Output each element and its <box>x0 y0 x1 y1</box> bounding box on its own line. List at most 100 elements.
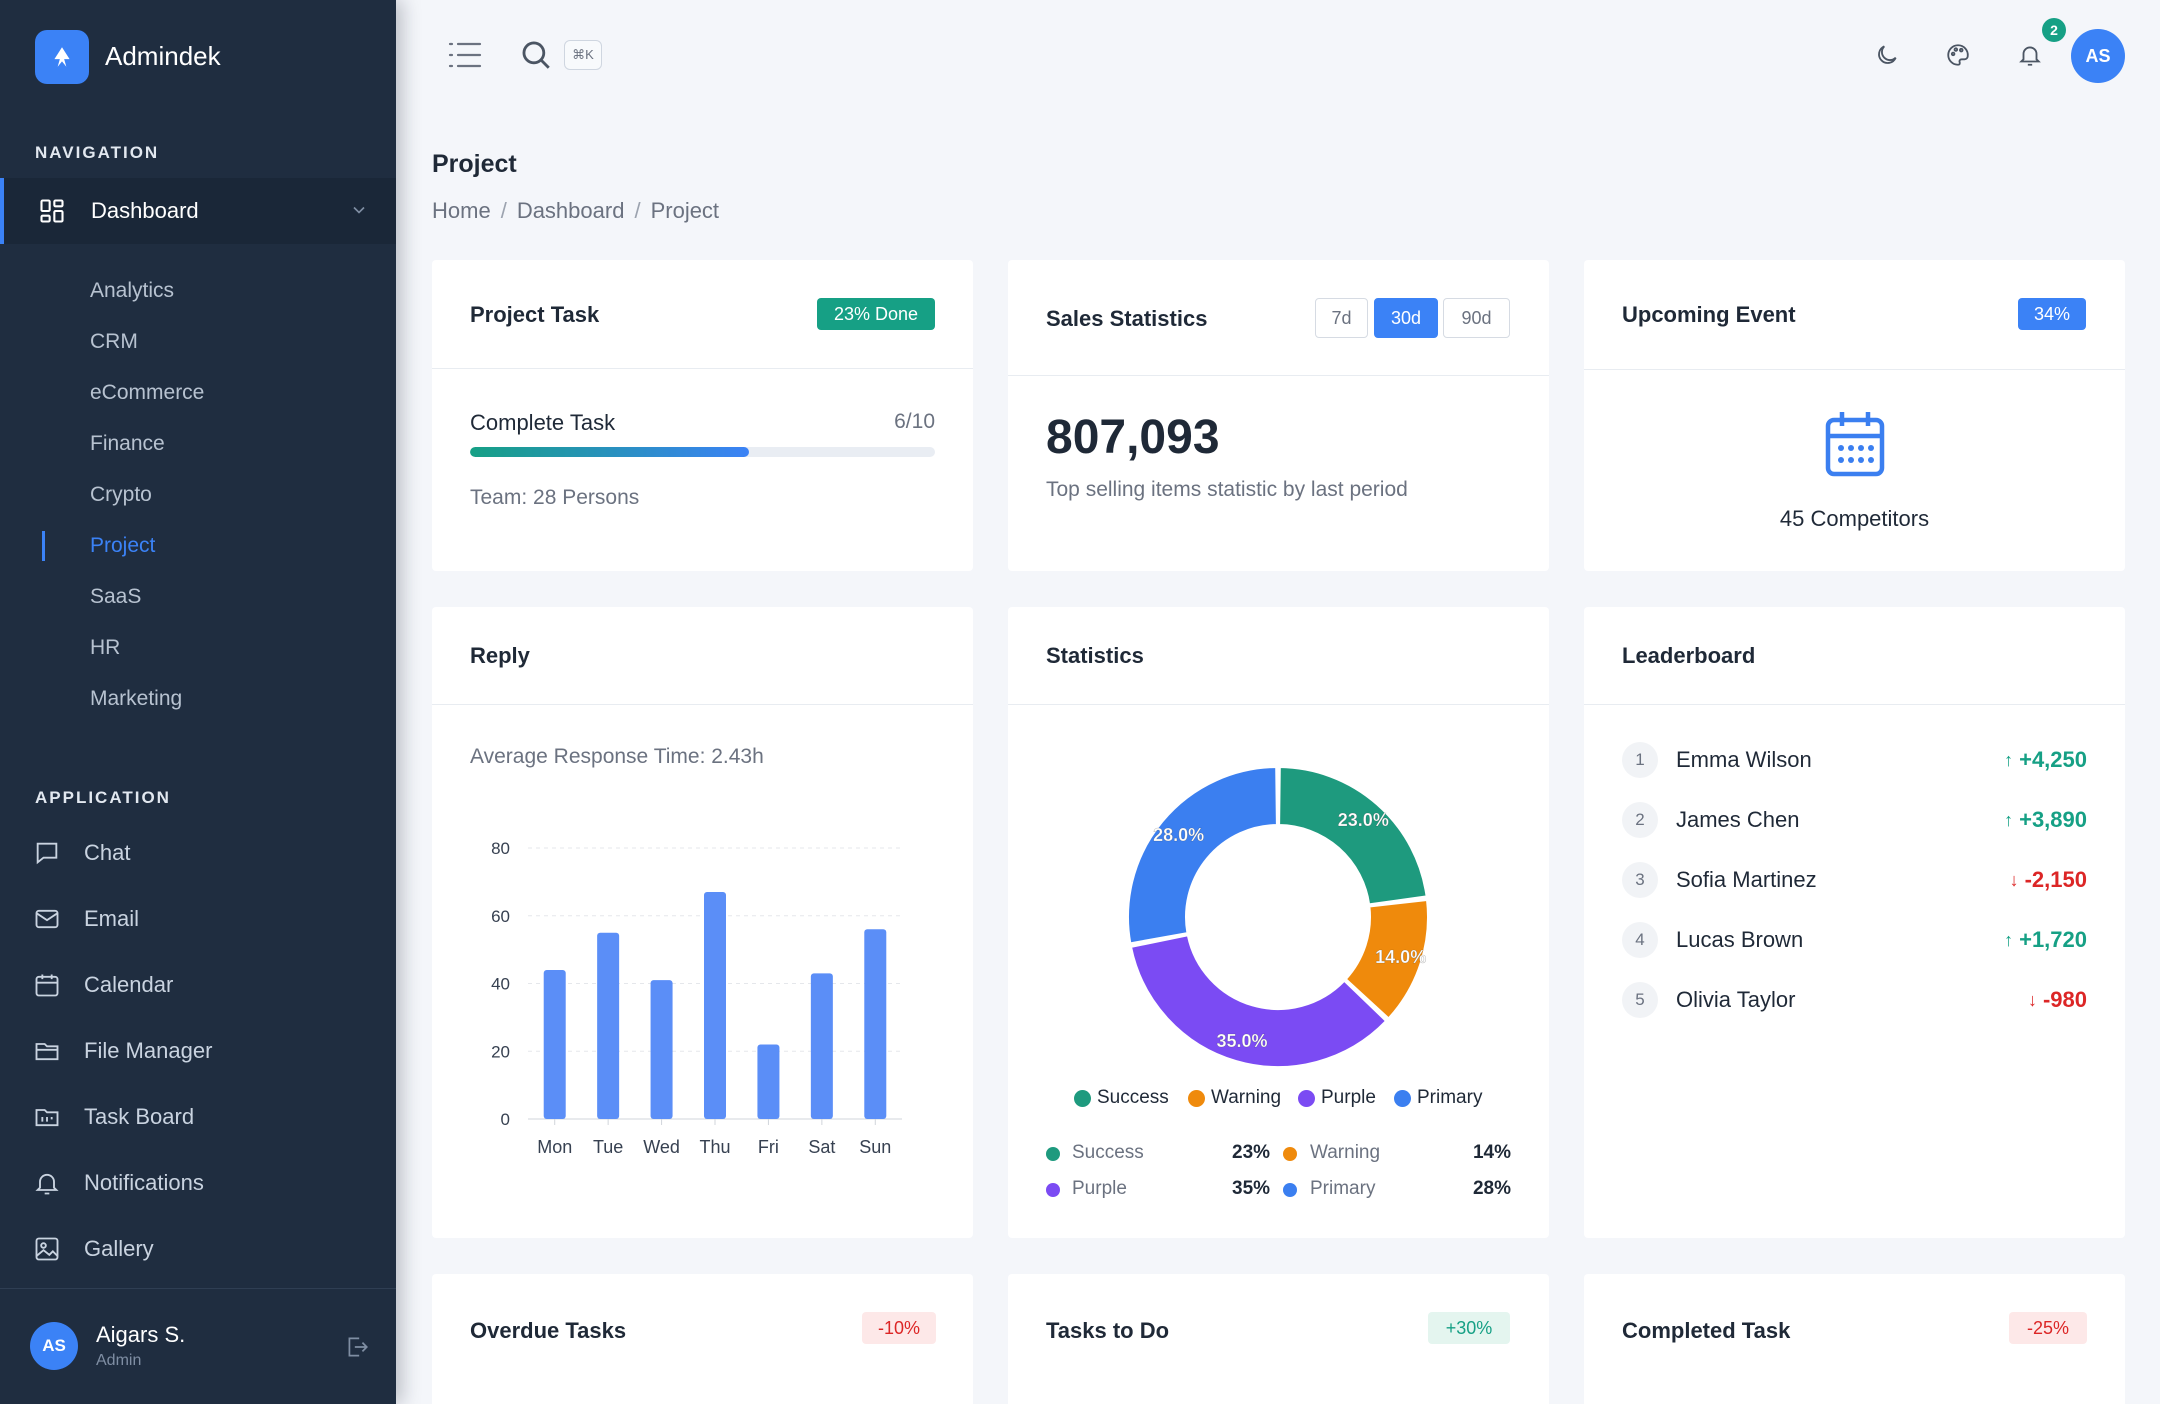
sidebar-subitem-ecommerce[interactable]: eCommerce <box>90 381 205 404</box>
leaderboard-row[interactable]: 1 Emma Wilson ↑ +4,250 <box>1622 740 2087 780</box>
sidebar-subitem-analytics[interactable]: Analytics <box>90 279 175 302</box>
calendar-event-icon <box>1825 412 1885 477</box>
arrow-up-icon: ↑ <box>2004 809 2014 830</box>
sidebar-subitem-project[interactable]: Project <box>90 534 156 557</box>
sidebar-subitem-crm[interactable]: CRM <box>90 330 138 353</box>
sidebar-subitem-saas[interactable]: SaaS <box>90 585 142 608</box>
slice-label: 23.0% <box>1338 810 1389 830</box>
slice-label: 14.0% <box>1375 947 1426 967</box>
bar-tue <box>597 932 620 1119</box>
calendar-icon <box>35 974 59 997</box>
sidebar-item-label: Calendar <box>84 972 174 997</box>
card-title: Overdue Tasks <box>470 1318 627 1343</box>
folder-icon <box>35 1043 59 1061</box>
summary-dot-success <box>1046 1147 1060 1161</box>
upcoming-event-card: Upcoming Event 34% 45 Competitors <box>1584 260 2125 571</box>
statistics-card: Statistics 23.0% 14.0% 35.0% 28.0% Success … <box>1008 607 1549 1238</box>
reply-card: Reply Average Response Time: 2.43h 0 20 40… <box>432 607 973 1238</box>
arrow-down-icon: ↓ <box>2009 869 2019 890</box>
summary-dot-warning <box>1283 1147 1297 1161</box>
sidebar-item-label: File Manager <box>84 1038 213 1063</box>
sales-value: 807,093 <box>1046 411 1220 464</box>
nav-section-label: NAVIGATION <box>35 143 160 162</box>
breadcrumb-home[interactable]: Home <box>432 198 491 223</box>
logout-icon[interactable] <box>344 1334 370 1360</box>
y-tick-label: 0 <box>501 1110 510 1129</box>
menu-icon[interactable] <box>448 40 482 70</box>
legend-dot-success <box>1074 1089 1091 1107</box>
legend-primary[interactable]: Primary <box>1394 1087 1482 1109</box>
sidebar-item-label: Email <box>84 906 140 931</box>
legend-warning[interactable]: Warning <box>1188 1087 1281 1109</box>
breadcrumb-separator: / <box>634 198 641 223</box>
x-tick-label: Fri <box>758 1137 779 1157</box>
range-90d-button[interactable]: 90d <box>1443 298 1510 338</box>
user-profile[interactable]: AS Aigars S. Admin <box>30 1322 185 1370</box>
leader-name: Olivia Taylor <box>1676 987 1796 1012</box>
summary-label-primary: Primary <box>1310 1178 1376 1199</box>
sidebar-item-dashboard[interactable]: Dashboard <box>0 178 396 244</box>
notification-count-badge: 2 <box>2042 18 2066 42</box>
palette-icon[interactable] <box>1945 42 1971 68</box>
slice-purple <box>1129 934 1388 1068</box>
sidebar-item-label: Notifications <box>84 1170 204 1195</box>
x-tick-label: Sat <box>808 1137 835 1157</box>
y-tick-label: 60 <box>491 907 510 926</box>
card-header <box>1584 260 2125 370</box>
x-tick-label: Sun <box>859 1137 891 1157</box>
breadcrumb-dashboard[interactable]: Dashboard <box>516 198 625 223</box>
todo-change-badge: +30% <box>1428 1312 1510 1344</box>
leaderboard-row[interactable]: 4 Lucas Brown ↑ +1,720 <box>1622 920 2087 960</box>
page-title: Project <box>432 150 517 178</box>
score-value: +4,250 <box>2019 747 2087 772</box>
leaderboard-row[interactable]: 2 James Chen ↑ +3,890 <box>1622 800 2087 840</box>
event-percent-badge: 34% <box>2018 298 2086 330</box>
user-avatar-button[interactable]: AS <box>2071 29 2125 83</box>
sidebar-item-gallery[interactable]: Gallery <box>33 1231 154 1267</box>
sidebar: Admindek NAVIGATION Dashboard Analytics … <box>0 0 396 1404</box>
chevron-down-icon <box>353 206 365 214</box>
search-icon[interactable] <box>519 38 553 72</box>
card-header <box>1008 607 1549 705</box>
sidebar-item-notifications[interactable]: Notifications <box>33 1165 204 1201</box>
brand-name: Admindek <box>105 41 221 71</box>
user-name: Aigars S. <box>96 1322 186 1347</box>
sidebar-subitem-crypto[interactable]: Crypto <box>90 483 152 506</box>
sidebar-subitem-finance[interactable]: Finance <box>90 432 165 455</box>
sidebar-item-email[interactable]: Email <box>33 901 139 937</box>
avatar: AS <box>30 1322 78 1370</box>
legend-success[interactable]: Success <box>1074 1087 1169 1109</box>
task-count: 6/10 <box>894 410 935 433</box>
chat-icon <box>36 842 58 865</box>
legend-label: Primary <box>1417 1087 1483 1108</box>
summary-dot-primary <box>1283 1183 1297 1197</box>
card-title: Statistics <box>1046 643 1144 668</box>
done-badge: 23% Done <box>817 298 935 330</box>
leader-score: ↑ +4,250 <box>2004 747 2087 773</box>
brand[interactable]: Admindek <box>35 29 221 84</box>
moon-icon[interactable] <box>1874 42 1900 68</box>
summary-label-warning: Warning <box>1310 1142 1381 1163</box>
sidebar-item-file-manager[interactable]: File Manager <box>33 1033 212 1069</box>
bar-wed <box>650 980 673 1119</box>
sidebar-item-label: Gallery <box>84 1236 154 1261</box>
leader-score: ↑ +1,720 <box>2004 927 2087 953</box>
rank-badge: 2 <box>1622 802 1658 838</box>
sidebar-item-calendar[interactable]: Calendar <box>33 967 173 1003</box>
sidebar-item-task-board[interactable]: Task Board <box>33 1099 194 1135</box>
sidebar-subitem-hr[interactable]: HR <box>90 636 121 659</box>
leaderboard-row[interactable]: 5 Olivia Taylor ↓ -980 <box>1622 980 2087 1020</box>
notification-bell-icon[interactable] <box>2017 42 2043 68</box>
leader-score: ↓ -2,150 <box>2010 867 2087 893</box>
arrow-up-icon: ↑ <box>2004 929 2014 950</box>
legend-purple[interactable]: Purple <box>1298 1087 1376 1109</box>
range-7d-button[interactable]: 7d <box>1315 298 1368 338</box>
leader-score: ↓ -980 <box>2028 987 2087 1013</box>
image-icon <box>35 1237 59 1261</box>
range-30d-button[interactable]: 30d <box>1374 298 1438 338</box>
slice-success <box>1278 765 1428 906</box>
sidebar-subitem-marketing[interactable]: Marketing <box>90 687 183 710</box>
sidebar-item-chat[interactable]: Chat <box>33 835 130 871</box>
project-task-card: Project Task 23% Done Complete Task 6/10… <box>432 260 973 571</box>
leaderboard-row[interactable]: 3 Sofia Martinez ↓ -2,150 <box>1622 860 2087 900</box>
